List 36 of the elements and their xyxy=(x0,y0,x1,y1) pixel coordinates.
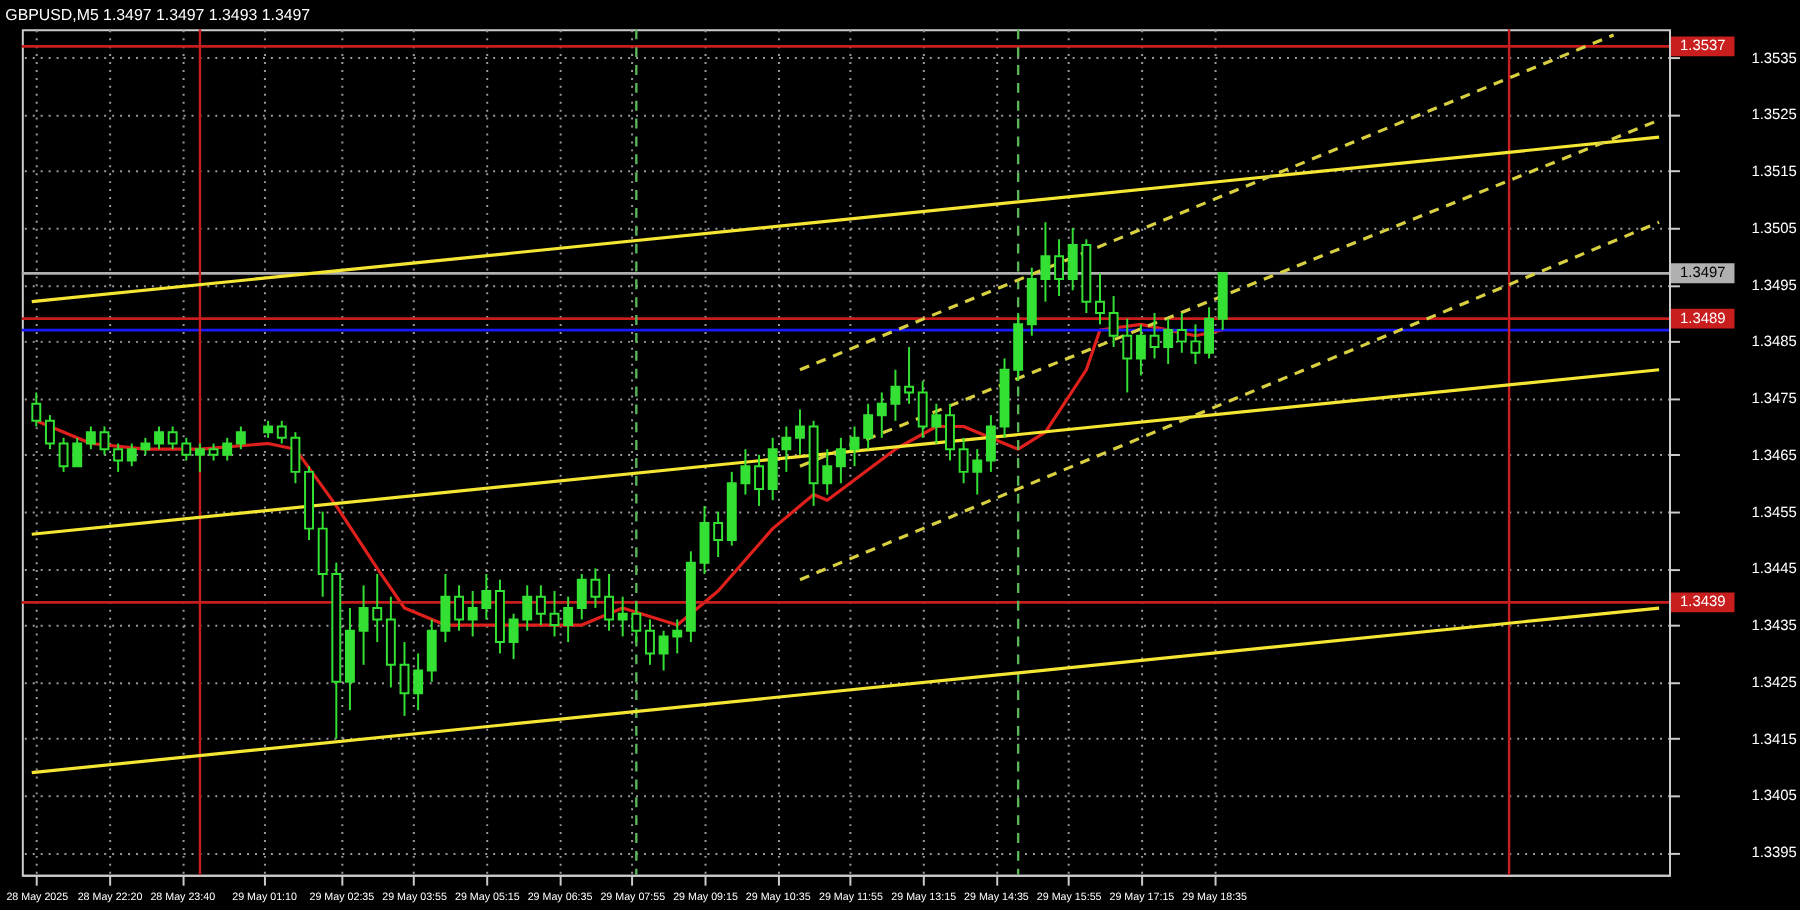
candlestick xyxy=(1163,317,1174,366)
candlestick xyxy=(604,573,615,632)
candlestick xyxy=(113,442,124,473)
candlestick xyxy=(1204,306,1215,360)
candlestick xyxy=(413,652,424,712)
candlestick xyxy=(795,408,805,456)
candlestick xyxy=(754,453,765,507)
candlestick xyxy=(31,391,42,428)
candlestick xyxy=(863,402,874,451)
candlestick xyxy=(44,414,55,451)
candlestick xyxy=(235,425,246,451)
candlestick xyxy=(99,425,110,456)
candlestick xyxy=(1013,312,1024,383)
candlestick xyxy=(985,414,996,473)
candlestick xyxy=(535,584,546,627)
candlestick xyxy=(849,425,860,468)
chart-title: GBPUSD,M5 1.3497 1.3497 1.3493 1.3497 xyxy=(5,6,311,25)
candlestick xyxy=(1217,272,1228,332)
candlestick xyxy=(1149,312,1160,360)
candlestick xyxy=(699,504,710,575)
candlestick xyxy=(85,425,96,451)
candlestick xyxy=(454,584,464,632)
candlestick xyxy=(385,595,396,689)
candlestick xyxy=(154,425,164,451)
candlestick xyxy=(713,510,724,558)
candlestick xyxy=(194,442,205,473)
candlestick xyxy=(1054,238,1065,297)
candlestick xyxy=(904,346,915,405)
candlestick xyxy=(1095,272,1105,326)
candlestick xyxy=(945,402,955,462)
candlestick xyxy=(563,595,574,644)
candlestick xyxy=(549,590,560,638)
candlestick xyxy=(835,436,846,485)
candlestick xyxy=(399,641,410,717)
candlestick xyxy=(1135,323,1146,377)
candlestick xyxy=(645,618,655,666)
